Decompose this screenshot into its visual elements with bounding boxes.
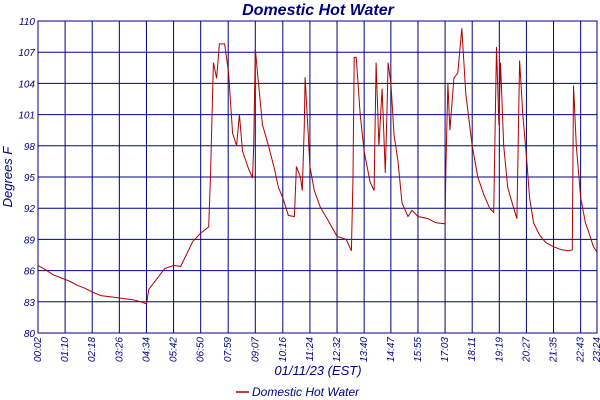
- x-tick-labels: 00:02 01:10 02:18 03:26 04:34 05:42 06:50 07:59…: [33, 337, 600, 363]
- x-tick-label: 09:07: [250, 337, 261, 362]
- legend-label: Domestic Hot Water: [252, 385, 360, 399]
- x-axis-title: 01/11/23 (EST): [274, 363, 361, 378]
- x-tick-label: 20:27: [521, 337, 532, 363]
- y-tick-label: 92: [24, 204, 36, 215]
- x-tick-label: 22:43: [576, 337, 587, 363]
- x-tick-label: 17:03: [440, 337, 451, 362]
- x-tick-label: 07:59: [223, 337, 234, 362]
- x-tick-label: 02:18: [87, 337, 98, 362]
- y-tick-label: 98: [24, 142, 36, 153]
- x-tick-label: 18:11: [467, 337, 478, 361]
- y-tick-labels: 80 83 86 89 92 95 98 101 104 107 110: [18, 17, 35, 340]
- x-tick-label: 01:10: [60, 337, 71, 362]
- x-tick-label: 00:02: [33, 337, 44, 362]
- y-tick-label: 95: [24, 173, 36, 184]
- plot-border: [37, 20, 598, 334]
- x-tick-label: 04:34: [141, 337, 152, 362]
- x-tick-label: 06:50: [196, 337, 207, 362]
- x-tick-label: 19:19: [494, 337, 505, 362]
- x-tick-label: 05:42: [169, 337, 180, 362]
- x-tick-label: 03:26: [114, 337, 125, 362]
- y-axis-title: Degrees F: [0, 146, 15, 208]
- grid: [37, 20, 598, 334]
- series-line-domestic-hot-water: [37, 28, 598, 305]
- y-tick-label: 101: [18, 111, 35, 122]
- y-tick-label: 89: [24, 235, 36, 246]
- x-tick-label: 10:16: [278, 337, 289, 362]
- series-layer: [37, 28, 598, 305]
- legend: Domestic Hot Water: [236, 385, 360, 399]
- chart-title: Domestic Hot Water: [242, 2, 395, 19]
- y-tick-label: 80: [24, 329, 36, 340]
- x-tick-label: 21:35: [549, 337, 560, 363]
- x-tick-label: 15:55: [413, 337, 424, 362]
- y-tick-label: 104: [18, 79, 35, 90]
- x-tick-label: 11:24: [305, 337, 316, 362]
- x-tick-label: 12:32: [332, 337, 343, 362]
- y-tick-label: 83: [24, 298, 36, 309]
- y-tick-label: 110: [19, 17, 35, 28]
- y-tick-label: 107: [18, 48, 35, 59]
- x-tick-label: 23:24: [592, 337, 600, 363]
- y-tick-label: 86: [24, 267, 36, 278]
- x-tick-label: 14:47: [386, 337, 397, 362]
- x-tick-label: 13:40: [359, 337, 370, 362]
